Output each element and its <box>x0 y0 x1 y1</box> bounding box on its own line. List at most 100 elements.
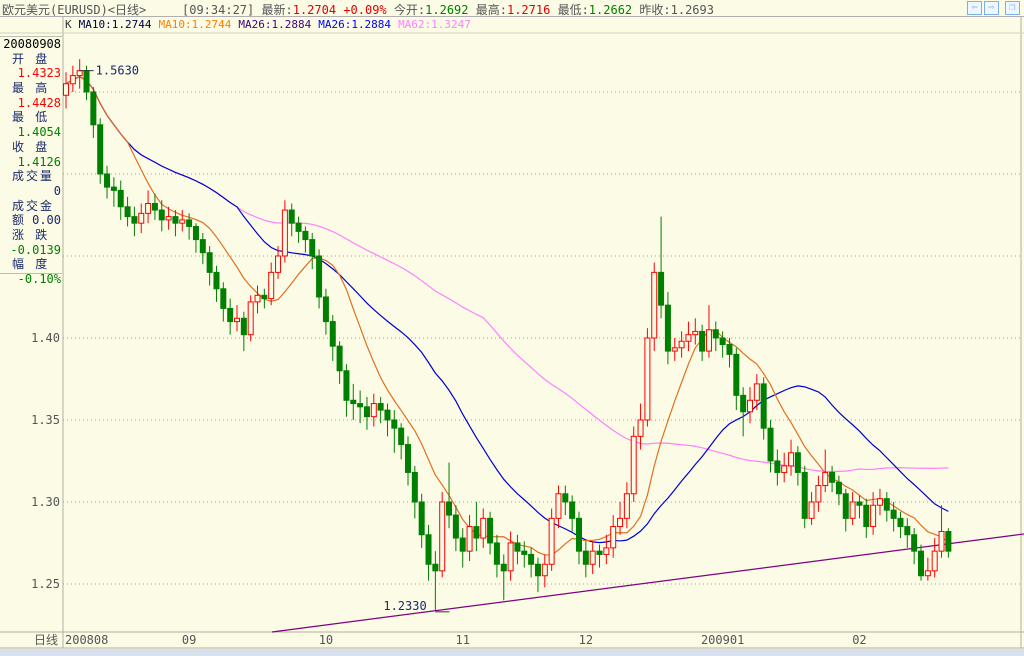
candle-down <box>227 307 234 323</box>
candle-up <box>678 340 685 349</box>
candle-down <box>794 452 801 473</box>
price-annotation: 1.2330 <box>383 599 426 613</box>
candle-down <box>302 230 309 241</box>
candle-up <box>145 202 152 214</box>
candle-down <box>104 173 111 188</box>
candle-down <box>83 70 90 93</box>
candle-up <box>822 471 829 487</box>
candle-down <box>829 471 836 483</box>
candle-down <box>391 419 398 429</box>
candle-up <box>870 504 877 528</box>
candle-down <box>918 550 924 577</box>
candle-down <box>90 91 97 126</box>
candle-down <box>712 329 719 339</box>
candle-down <box>377 403 384 411</box>
info-value: 1.4126 <box>17 154 61 169</box>
candle-down <box>110 186 117 191</box>
candle-down <box>774 460 781 473</box>
candle-down <box>206 252 213 273</box>
candle-up <box>234 317 240 323</box>
candle-down <box>945 530 952 552</box>
candle-up <box>541 563 548 577</box>
candle-down <box>411 471 418 503</box>
candle-down <box>493 542 500 565</box>
candle-down <box>835 481 842 495</box>
candle-up <box>753 383 760 401</box>
status-bar <box>0 649 1024 656</box>
candle-up <box>179 219 186 224</box>
info-value: 0 <box>53 183 61 198</box>
y-tick-label: 1.40 <box>31 331 60 345</box>
candle-up <box>548 517 555 565</box>
candle-down <box>911 534 918 552</box>
x-tick-label: 02 <box>852 633 866 647</box>
info-label: 成交量 <box>12 169 55 184</box>
x-tick-label: 200901 <box>701 633 744 647</box>
candle-down <box>733 353 740 396</box>
candle-down <box>432 563 439 572</box>
prev-close-label: 昨收: <box>639 3 671 17</box>
candle-down <box>425 534 432 565</box>
info-label: 涨 跌 <box>12 227 50 242</box>
candle-down <box>316 255 323 298</box>
x-tick-label: 200808 <box>65 633 108 647</box>
candle-down <box>883 498 890 511</box>
candle-up <box>617 517 624 528</box>
candle-up <box>268 271 275 300</box>
candle-down <box>405 444 411 473</box>
restore-window-icon[interactable]: ❐ <box>1005 1 1020 15</box>
candle-up <box>644 337 651 421</box>
candle-down <box>856 501 863 506</box>
candle-down <box>760 383 767 429</box>
y-tick-label: 1.30 <box>31 495 60 509</box>
candle-up <box>938 530 945 552</box>
ma10-line <box>65 76 949 556</box>
candle-down <box>904 526 911 536</box>
candle-down <box>569 501 576 519</box>
candle-down <box>487 517 494 544</box>
candle-down <box>699 330 706 352</box>
low-price: 1.2662 <box>588 3 633 17</box>
candle-down <box>158 209 165 221</box>
high-label: 最高: <box>475 3 507 17</box>
candle-up <box>254 294 261 303</box>
x-tick-label: 12 <box>579 633 593 647</box>
candle-down <box>740 394 747 413</box>
candle-up <box>610 526 617 549</box>
candle-up <box>808 501 815 519</box>
candle-up <box>138 212 145 224</box>
candle-up <box>439 501 446 572</box>
candle-up <box>555 493 562 519</box>
info-value: -0.10% <box>17 272 61 286</box>
info-value: 1.4323 <box>17 66 61 81</box>
info-value: 0.00 <box>32 213 61 228</box>
candle-up <box>685 334 692 342</box>
latest-price: 1.2704 <box>292 3 337 17</box>
candle-up <box>69 75 76 85</box>
candle-down <box>357 403 364 408</box>
candle-down <box>343 370 350 401</box>
info-label: 最 低 <box>12 110 50 125</box>
candle-up <box>76 70 83 77</box>
candle-up <box>623 493 630 519</box>
info-label: 开 盘 <box>12 51 50 66</box>
candle-down <box>582 550 589 565</box>
y-tick-label: 1.25 <box>31 577 60 591</box>
arrow-left-icon[interactable]: ⇦ <box>967 1 982 15</box>
info-label: 最 高 <box>12 81 50 96</box>
candle-up <box>815 485 822 503</box>
candle-up <box>692 330 699 336</box>
candle-up <box>637 419 644 437</box>
candle-down <box>172 216 179 224</box>
candle-down <box>459 537 466 552</box>
arrow-right-icon[interactable]: ⇨ <box>984 1 999 15</box>
candle-up <box>876 498 883 506</box>
candle-up <box>603 547 610 555</box>
candle-down <box>562 493 569 503</box>
info-label: 成交金额 <box>12 198 55 228</box>
candle-down <box>192 225 199 241</box>
candle-down <box>131 216 138 224</box>
candle-down <box>336 345 343 372</box>
candle-down <box>350 399 357 405</box>
